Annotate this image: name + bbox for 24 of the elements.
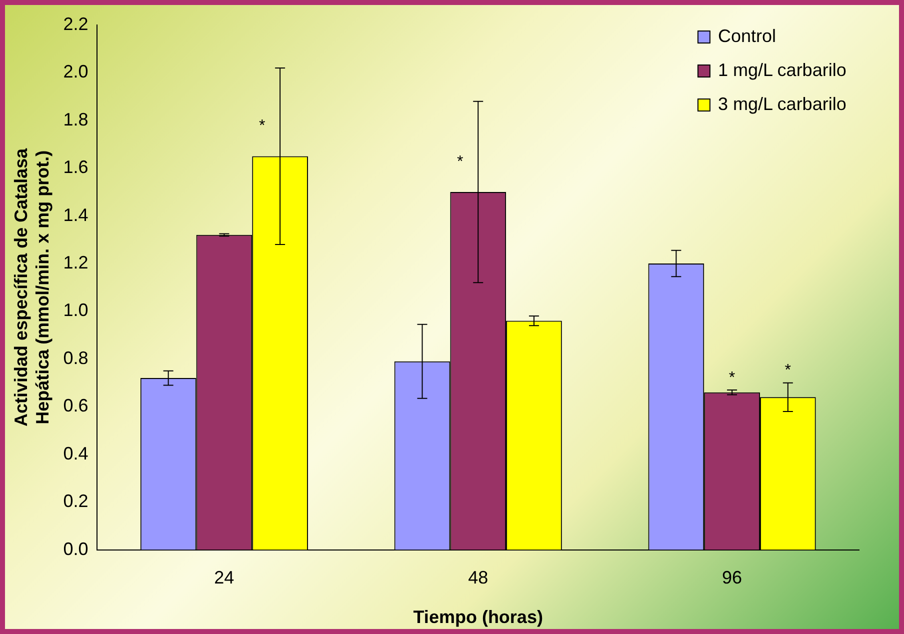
x-tick-label: 96	[722, 568, 742, 588]
y-tick-label: 1.0	[63, 300, 88, 320]
data-label: *	[784, 362, 792, 380]
y-tick-label: 2.0	[63, 62, 88, 82]
data-label: *	[456, 153, 464, 170]
legend-label: Control	[718, 26, 776, 46]
x-tick-label: 24	[214, 568, 234, 588]
y-tick-label: 0.8	[63, 348, 88, 368]
y-tick-label: 1.8	[63, 109, 88, 130]
legend-label: 3 mg/L carbarilo	[718, 94, 846, 114]
y-tick-label: 0.2	[63, 491, 88, 512]
y-axis-title: Actividad específica de Catalasa Hepática (mmol/min. x mg prot.)	[10, 147, 52, 426]
x-axis-title: Tiempo (horas)	[413, 607, 543, 628]
y-tick-label: 1.2	[63, 252, 88, 273]
data-label: *	[258, 118, 266, 135]
data-label: *	[728, 369, 736, 386]
y-tick-label: 1.4	[63, 204, 88, 225]
y-tick-label: 2.2	[63, 14, 88, 34]
legend-label: 1 mg/L carbarilo	[718, 60, 846, 80]
y-tick-label: 0.0	[63, 538, 88, 559]
y-tick-label: 0.4	[63, 443, 88, 464]
y-tick-label: 1.6	[63, 157, 88, 178]
y-tick-label: 0.6	[63, 396, 88, 416]
x-tick-label: 48	[468, 568, 488, 588]
